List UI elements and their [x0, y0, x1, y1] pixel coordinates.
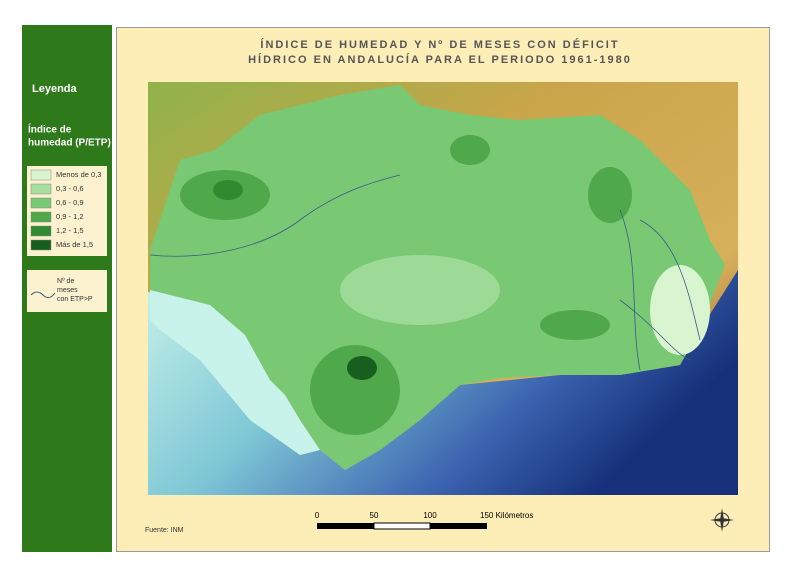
humid-zone [450, 135, 490, 165]
humid-zone [347, 356, 377, 380]
isolines [149, 174, 701, 371]
dry-zone [340, 255, 500, 325]
scale-segment [317, 523, 374, 529]
isoline-label: Nº de [57, 278, 74, 285]
isoline-label: con ETP>P [57, 296, 93, 303]
scale-label: 0 [315, 511, 320, 520]
scale-segment [373, 522, 431, 530]
legend-label: 0,9 - 1,2 [56, 212, 84, 221]
title-line: ÍNDICE DE HUMEDAD Y Nº DE MESES CON DÉFI… [260, 38, 619, 51]
title-line: HÍDRICO EN ANDALUCÍA PARA EL PERIODO 196… [248, 53, 632, 66]
humid-zone [588, 167, 632, 223]
dry-zone [650, 265, 710, 355]
humid-zone [540, 310, 610, 340]
scale-label: 100 [423, 511, 437, 520]
index-title: Índice de [28, 123, 72, 136]
isoline-label: meses [57, 287, 78, 294]
legend-classes: Menos de 0,3 0,3 - 0,6 0,6 - 0,9 0,9 - 1,2 1… [30, 169, 101, 251]
legend-label: 1,2 - 1,5 [56, 226, 84, 235]
legend-swatch [30, 197, 52, 209]
legend-swatch [30, 183, 52, 195]
humid-zone [213, 180, 243, 200]
legend-swatch [30, 225, 52, 237]
legend-heading: Leyenda [32, 83, 78, 95]
compass [710, 508, 734, 532]
isoline-box [27, 270, 107, 312]
legend-swatch [30, 239, 52, 251]
scale-bar: 0 50 100 150 Kilómetros [315, 511, 533, 530]
legend-swatch [30, 211, 52, 223]
source: Fuente: INM [145, 527, 184, 534]
scale-label: 150 Kilómetros [480, 511, 533, 520]
isoline-symbol [30, 291, 56, 299]
legend-label: Más de 1,5 [56, 240, 93, 249]
legend-label: 0,3 - 0,6 [56, 184, 84, 193]
index-title: humedad (P/ETP) [28, 138, 111, 149]
legend-label: Menos de 0,3 [56, 170, 101, 179]
scale-segment [430, 523, 487, 529]
scale-label: 50 [370, 511, 379, 520]
humid-zone [310, 345, 400, 435]
coastal-low [150, 290, 320, 455]
legend-swatch [30, 169, 52, 181]
map [148, 82, 738, 495]
legend-label: 0,6 - 0,9 [56, 198, 84, 207]
